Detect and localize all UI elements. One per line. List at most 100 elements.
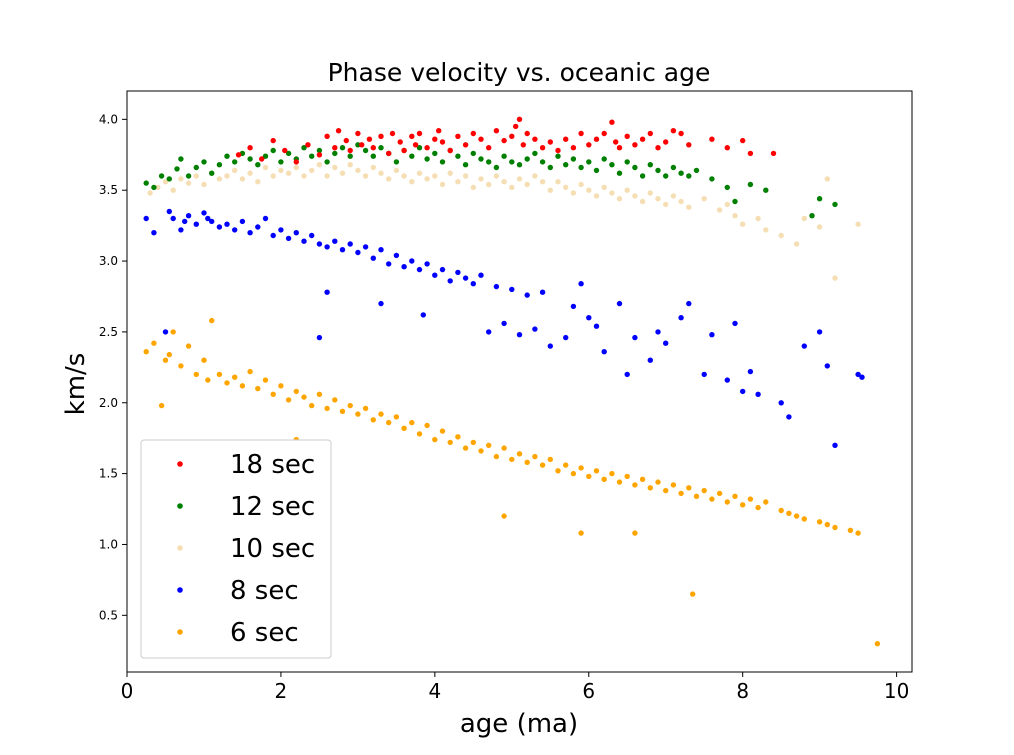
data-point <box>470 130 476 137</box>
data-point <box>270 147 276 154</box>
data-point <box>647 190 653 196</box>
data-point <box>301 173 307 179</box>
data-point <box>293 164 299 171</box>
data-point <box>201 181 207 188</box>
data-point <box>601 476 607 482</box>
data-point <box>174 166 180 172</box>
data-point <box>547 187 553 193</box>
data-point <box>539 462 546 468</box>
data-point <box>416 130 423 137</box>
data-point <box>847 527 854 533</box>
data-point <box>316 147 323 154</box>
data-point <box>255 162 261 168</box>
plot-area-frame <box>126 90 913 673</box>
data-point <box>455 133 461 139</box>
data-point <box>740 137 746 144</box>
data-point <box>501 320 507 327</box>
data-point <box>185 343 192 349</box>
data-point <box>724 499 730 505</box>
data-point <box>216 224 223 230</box>
data-point <box>339 408 346 414</box>
data-point <box>412 142 419 148</box>
data-point <box>855 221 861 227</box>
data-point <box>786 510 792 516</box>
data-point <box>339 170 346 176</box>
data-point <box>424 422 430 429</box>
data-point <box>324 159 330 165</box>
data-point <box>316 241 323 247</box>
data-point <box>309 402 315 409</box>
data-point <box>663 340 669 346</box>
data-point <box>563 334 569 341</box>
data-point <box>639 198 646 205</box>
data-point <box>632 142 638 148</box>
data-point <box>378 133 384 139</box>
data-point <box>740 502 746 508</box>
data-point <box>632 482 638 488</box>
data-point <box>420 312 426 318</box>
data-point <box>143 180 149 186</box>
data-point <box>686 173 692 179</box>
data-point <box>316 152 323 158</box>
data-point <box>501 513 507 519</box>
data-point <box>616 145 623 151</box>
data-point <box>370 255 376 261</box>
data-point <box>232 374 238 380</box>
data-point <box>690 591 696 597</box>
data-point <box>262 164 269 171</box>
data-point <box>332 238 338 244</box>
x-axis-ticks: 0 2 4 6 8 10 <box>121 672 909 703</box>
data-point <box>316 391 323 397</box>
legend-box <box>140 439 332 659</box>
data-point <box>147 190 153 196</box>
data-point <box>185 180 192 186</box>
data-point <box>439 159 446 165</box>
data-point <box>663 139 669 145</box>
data-point <box>793 513 800 519</box>
data-point <box>678 198 684 205</box>
legend-marker <box>177 545 183 551</box>
data-point <box>278 227 284 233</box>
data-point <box>539 145 546 151</box>
data-point <box>593 323 600 329</box>
data-point <box>655 145 661 151</box>
data-point <box>824 521 830 528</box>
data-point <box>409 153 415 159</box>
data-point <box>470 184 476 191</box>
data-point <box>347 241 353 247</box>
data-point <box>386 419 392 426</box>
data-point <box>332 164 338 171</box>
data-point <box>724 145 730 151</box>
data-point <box>855 530 861 536</box>
data-point <box>416 145 423 151</box>
data-point <box>409 258 415 264</box>
data-point <box>232 159 238 165</box>
data-point <box>247 156 253 162</box>
data-point <box>516 176 523 182</box>
data-point <box>578 530 584 536</box>
data-point <box>359 142 365 148</box>
data-point <box>355 411 361 417</box>
x-tick-label: 4 <box>428 679 441 703</box>
data-point <box>678 170 684 176</box>
data-point <box>355 142 361 148</box>
data-point <box>724 201 730 208</box>
data-point <box>278 383 284 389</box>
data-point <box>478 156 484 162</box>
y-tick-label: 4.0 <box>99 112 118 126</box>
data-point <box>278 159 284 165</box>
data-point <box>570 303 577 310</box>
data-point <box>701 371 707 378</box>
data-point <box>555 153 561 159</box>
data-point <box>624 371 630 378</box>
data-point <box>778 232 784 239</box>
data-point <box>309 153 315 159</box>
data-point <box>262 153 269 159</box>
data-point <box>655 329 661 335</box>
y-axis-ticks: 0.5 1.0 1.5 2.0 2.5 3.0 3.5 4.0 <box>99 112 127 622</box>
data-point <box>763 499 769 505</box>
data-point <box>285 235 292 242</box>
data-point <box>378 145 384 151</box>
data-points-layer <box>143 116 881 647</box>
legend-entries: 18 sec 12 sec 10 sec 8 sec 6 sec <box>177 450 315 648</box>
